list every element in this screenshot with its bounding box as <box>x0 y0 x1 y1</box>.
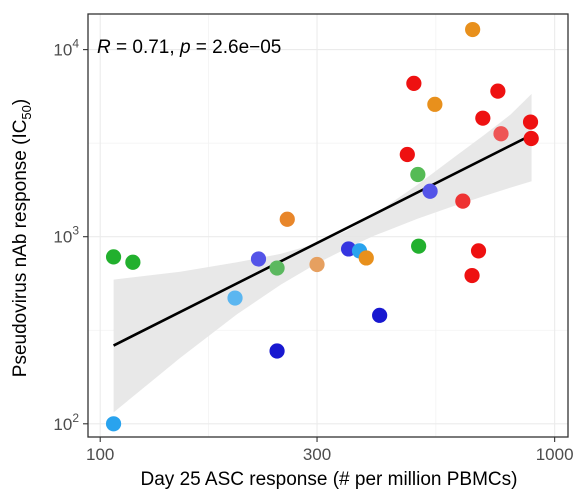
data-point-1 <box>105 249 122 265</box>
data-point-14 <box>399 146 415 163</box>
plot-panel-border <box>87 13 569 438</box>
data-point-18 <box>422 183 438 199</box>
x-tick-label-100: 100 <box>86 445 114 464</box>
y-axis-title-tail: ) <box>10 99 31 105</box>
regression-line <box>112 133 533 347</box>
x-tick-label-300: 300 <box>303 445 331 464</box>
data-point-21 <box>465 21 481 38</box>
data-point-23 <box>470 243 487 259</box>
data-point-6 <box>269 260 285 276</box>
data-point-8 <box>309 256 325 273</box>
y-axis-title: Pseudovirus nAb response (IC50) <box>10 99 34 377</box>
data-point-26 <box>493 126 509 142</box>
p-value: = 2.6e−05 <box>191 37 282 58</box>
data-point-5 <box>250 251 267 267</box>
r-label: R <box>97 37 111 58</box>
x-axis-ticks: 100 300 1000 <box>86 437 574 464</box>
data-point-28 <box>523 130 539 147</box>
data-point-16 <box>410 166 426 183</box>
confidence-band <box>113 93 532 413</box>
data-point-25 <box>490 83 506 99</box>
x-tick-label-1000: 1000 <box>536 445 574 464</box>
data-point-3 <box>105 416 122 432</box>
data-point-24 <box>475 110 491 126</box>
r-value: = 0.71, <box>111 37 180 58</box>
data-point-27 <box>522 114 539 130</box>
y-tick-label-10^4: 104 <box>53 37 79 60</box>
data-point-19 <box>427 96 443 112</box>
p-label: p <box>179 37 191 58</box>
data-point-4 <box>227 290 243 306</box>
data-point-20 <box>455 193 471 209</box>
correlation-annotation: R = 0.71, p = 2.6e−05 <box>97 37 281 58</box>
data-point-9 <box>269 343 285 359</box>
y-tick-label-10^2: 102 <box>53 411 79 434</box>
data-point-13 <box>372 307 388 323</box>
data-point-7 <box>279 211 295 227</box>
data-point-2 <box>125 254 141 270</box>
x-axis-title: Day 25 ASC response (# per million PBMCs… <box>141 469 518 490</box>
data-point-22 <box>464 267 480 284</box>
y-tick-label-10^3: 103 <box>53 224 79 247</box>
data-point-12 <box>358 250 374 266</box>
y-axis-ticks: 102 103 104 <box>53 37 88 434</box>
data-points <box>105 21 539 432</box>
y-axis-title-subscript: 50 <box>19 105 34 119</box>
data-point-15 <box>406 75 422 91</box>
data-point-17 <box>411 238 427 254</box>
y-axis-title-main: Pseudovirus nAb response (IC <box>10 120 31 378</box>
